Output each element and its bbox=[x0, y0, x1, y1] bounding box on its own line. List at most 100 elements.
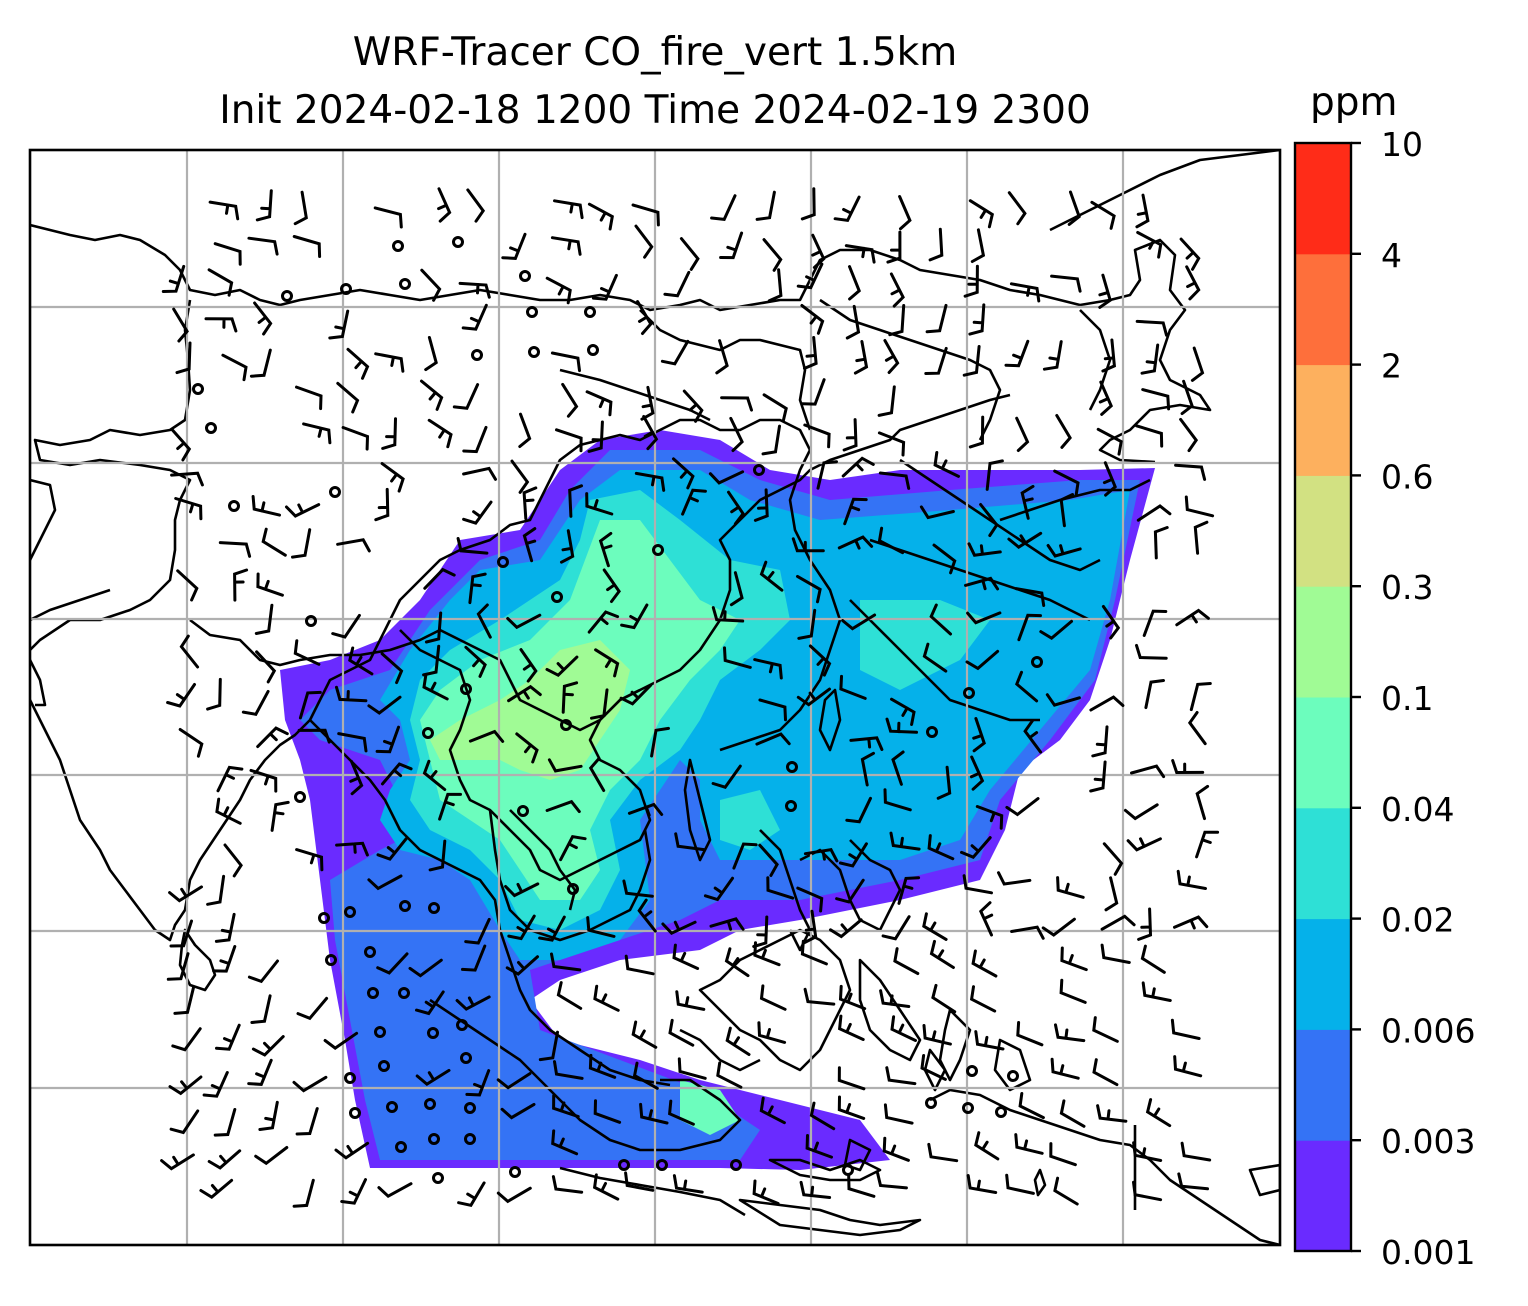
wind-barb bbox=[1130, 764, 1166, 779]
wind-barb bbox=[755, 190, 776, 221]
wind-barb bbox=[173, 985, 196, 1015]
wind-barb bbox=[302, 422, 332, 445]
wind-barb bbox=[500, 1102, 536, 1120]
wind-barb bbox=[682, 389, 704, 423]
wind-barb bbox=[757, 1021, 787, 1044]
wind-barb bbox=[928, 227, 944, 262]
calm-marker bbox=[205, 422, 217, 434]
wind-barb bbox=[1136, 231, 1163, 259]
wind-barb bbox=[796, 262, 824, 290]
wind-barb bbox=[879, 989, 911, 1008]
calm-marker bbox=[399, 278, 411, 290]
wind-barb bbox=[292, 1075, 328, 1093]
wind-barb bbox=[719, 231, 744, 260]
calm-marker bbox=[656, 1159, 668, 1171]
wind-barb bbox=[710, 194, 737, 222]
wind-barb bbox=[970, 228, 986, 263]
wind-barb bbox=[285, 503, 321, 518]
wind-barb bbox=[661, 920, 697, 936]
colorbar-tick-label-1: 0.003 bbox=[1381, 1122, 1475, 1161]
wind-barb bbox=[1195, 830, 1220, 859]
wind-barb bbox=[241, 689, 270, 716]
wind-barb bbox=[538, 915, 566, 942]
wind-barb bbox=[1041, 917, 1076, 937]
calm-marker bbox=[925, 1097, 937, 1109]
wind-barb bbox=[422, 644, 441, 677]
wind-barb bbox=[375, 725, 400, 754]
wind-barb bbox=[1016, 1021, 1044, 1047]
wind-barb bbox=[1185, 265, 1201, 301]
wind-barb bbox=[803, 423, 831, 449]
wind-barb bbox=[1101, 338, 1116, 373]
wind-barb bbox=[1090, 200, 1116, 230]
wind-barb bbox=[293, 190, 308, 226]
wind-barb bbox=[468, 729, 505, 743]
wind-barb bbox=[568, 484, 583, 518]
calm-marker bbox=[432, 1172, 444, 1184]
wind-barb bbox=[876, 1171, 908, 1190]
wind-barb bbox=[962, 874, 993, 895]
wind-barb bbox=[1104, 876, 1119, 912]
wind-barb bbox=[215, 797, 242, 825]
wind-barb bbox=[261, 527, 287, 557]
wind-barb bbox=[377, 1182, 413, 1199]
wind-barb bbox=[208, 200, 240, 221]
wind-barb bbox=[663, 270, 691, 298]
wind-barb bbox=[881, 915, 911, 941]
wind-barb bbox=[349, 759, 364, 796]
wind-barb bbox=[877, 385, 896, 417]
calm-marker bbox=[730, 1159, 742, 1171]
wind-barb bbox=[462, 466, 497, 481]
calm-marker bbox=[344, 1072, 356, 1084]
wind-barb bbox=[1059, 493, 1075, 528]
wind-barb bbox=[1135, 424, 1164, 448]
calm-marker bbox=[395, 1141, 407, 1153]
wind-barb bbox=[878, 471, 911, 490]
wind-barb bbox=[590, 688, 609, 720]
wind-barb bbox=[214, 912, 236, 943]
wind-barb bbox=[176, 569, 199, 602]
wind-barb bbox=[437, 187, 452, 223]
wind-barb bbox=[1014, 587, 1046, 607]
wind-barb bbox=[997, 871, 1032, 886]
wind-barb bbox=[501, 232, 527, 260]
wind-barb bbox=[1042, 340, 1063, 371]
wind-barb bbox=[1098, 380, 1114, 416]
wind-barb bbox=[466, 188, 486, 223]
wind-barb bbox=[936, 765, 952, 800]
wind-barb bbox=[1100, 943, 1131, 964]
wind-barb bbox=[978, 901, 994, 937]
wind-barb bbox=[507, 684, 542, 703]
wind-barb bbox=[496, 1072, 532, 1090]
wind-barb bbox=[631, 203, 660, 227]
wind-barb bbox=[964, 576, 1000, 591]
wind-barb bbox=[588, 1053, 617, 1079]
calm-marker bbox=[995, 1106, 1007, 1118]
wind-barb bbox=[367, 874, 403, 891]
wind-barb bbox=[340, 1178, 367, 1205]
wind-barb bbox=[969, 755, 985, 791]
wind-barb bbox=[968, 303, 986, 336]
wind-barb bbox=[415, 990, 445, 1016]
wind-barb bbox=[585, 390, 613, 417]
colorbar-swatch-3 bbox=[1295, 807, 1351, 920]
wind-barb bbox=[169, 919, 193, 948]
calm-marker bbox=[294, 791, 306, 803]
wind-barb bbox=[335, 685, 368, 703]
wind-barb bbox=[837, 1095, 866, 1120]
calm-marker bbox=[305, 615, 317, 627]
wind-barb bbox=[845, 796, 872, 824]
calm-marker bbox=[926, 726, 938, 738]
wind-barb bbox=[507, 914, 536, 941]
calm-marker bbox=[344, 906, 356, 918]
wind-barb bbox=[1123, 803, 1159, 821]
calm-marker bbox=[962, 1102, 974, 1114]
wind-barb bbox=[550, 952, 582, 972]
wind-barb bbox=[805, 1134, 833, 1159]
wind-barb bbox=[468, 572, 487, 605]
wind-barb bbox=[802, 909, 818, 945]
colorbar-tick-label-5: 0.1 bbox=[1381, 679, 1433, 718]
wind-barb bbox=[922, 1024, 952, 1046]
wind-barb bbox=[634, 471, 666, 492]
wind-barb bbox=[455, 995, 491, 1011]
